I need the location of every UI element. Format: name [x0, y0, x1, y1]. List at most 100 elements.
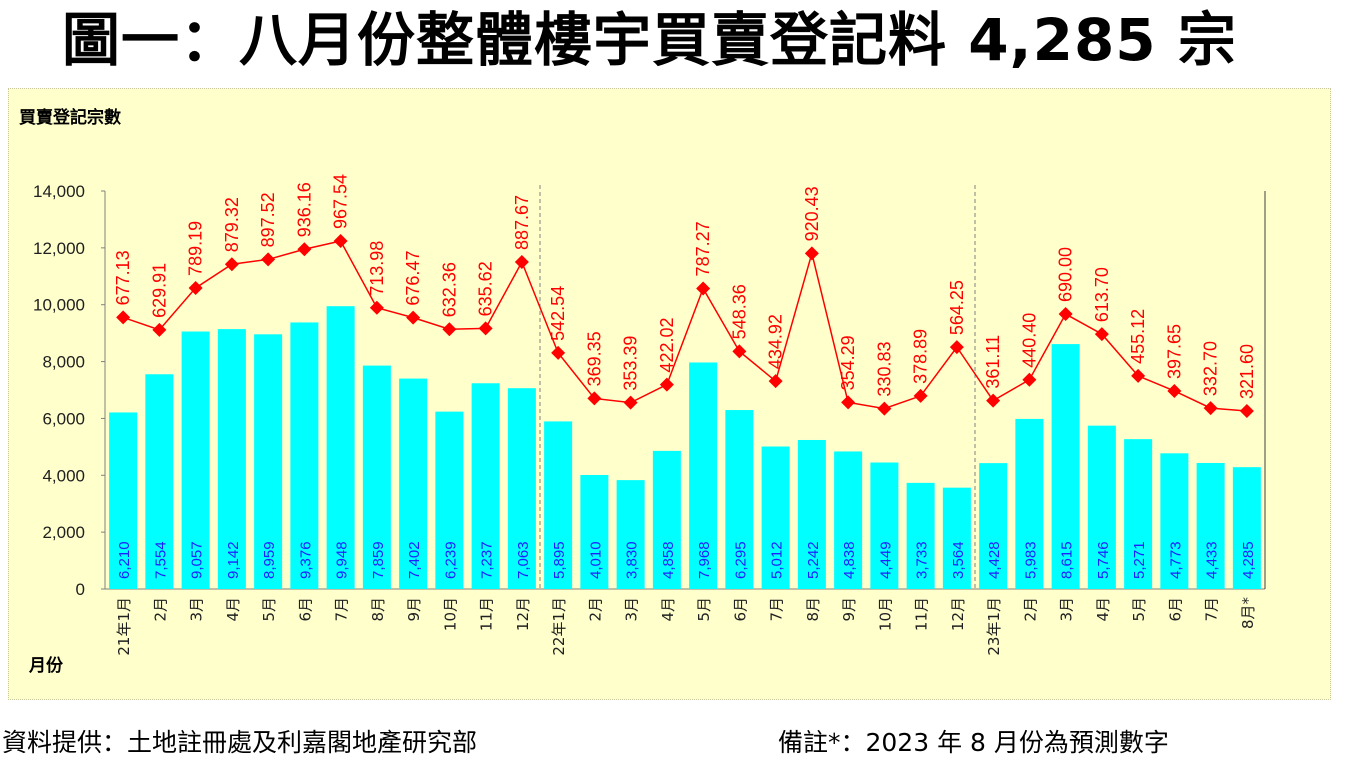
y-tick-label: 2,000	[42, 523, 85, 542]
line-marker	[696, 281, 711, 296]
line-value-label: 677.13	[113, 250, 133, 305]
line-marker	[1239, 404, 1254, 418]
bar-value-label: 4,858	[660, 541, 677, 579]
x-tick-label: 5月	[260, 597, 278, 622]
bar-value-label: 8,615	[1059, 541, 1076, 579]
x-tick-label: 11月	[913, 597, 931, 631]
y-tick-label: 0	[76, 580, 85, 599]
bar	[109, 412, 138, 589]
bar-value-label: 4,428	[986, 541, 1003, 579]
x-tick-label: 8月	[369, 597, 387, 622]
x-tick-label: 7月	[333, 597, 351, 622]
line-marker	[333, 234, 348, 248]
y-tick-label: 14,000	[33, 182, 85, 201]
y-tick-label: 4,000	[42, 466, 85, 485]
bar-value-label: 9,948	[334, 541, 351, 579]
x-tick-label: 12月	[514, 597, 532, 631]
bar-value-label: 3,733	[914, 541, 931, 579]
bar-value-label: 5,242	[805, 541, 822, 579]
bar	[544, 421, 573, 589]
bar-value-label: 6,295	[732, 541, 749, 579]
bar-value-label: 5,271	[1131, 541, 1148, 579]
bar	[689, 362, 718, 589]
line-marker	[913, 388, 928, 403]
line-marker	[841, 395, 856, 410]
line-value-label: 920.43	[802, 186, 822, 241]
bar	[1196, 462, 1225, 589]
bar	[1232, 467, 1261, 589]
bar	[870, 462, 899, 589]
bar-value-label: 5,012	[769, 541, 786, 579]
x-tick-label: 9月	[840, 597, 858, 622]
line-value-label: 434.92	[766, 314, 786, 369]
data-source-note: 資料提供：土地註冊處及利嘉閣地產研究部	[2, 728, 478, 757]
line-value-label: 897.52	[258, 192, 278, 247]
line-value-label: 613.70	[1092, 267, 1112, 322]
bar-value-label: 5,983	[1022, 541, 1039, 579]
x-tick-label: 22年1月	[550, 597, 568, 656]
bar-value-label: 3,830	[624, 541, 641, 579]
y-tick-label: 10,000	[33, 296, 85, 315]
line-value-label: 378.89	[911, 329, 931, 384]
line-value-label: 676.47	[403, 251, 423, 306]
bar	[145, 374, 174, 589]
bar	[1124, 439, 1153, 589]
line-marker	[551, 345, 566, 360]
x-tick-label: 21年1月	[115, 597, 133, 656]
x-tick-label: 3月	[1058, 597, 1076, 622]
bar	[254, 334, 283, 589]
line-marker	[877, 401, 892, 416]
bar-value-label: 6,210	[116, 541, 133, 579]
bar-value-label: 4,433	[1204, 541, 1221, 579]
x-tick-label: 10月	[441, 597, 459, 631]
line-marker	[1167, 383, 1182, 398]
bar	[507, 388, 536, 589]
line-value-label: 787.27	[693, 221, 713, 276]
line-marker	[514, 255, 529, 270]
line-value-label: 887.67	[512, 195, 532, 250]
bar	[616, 480, 645, 589]
line-marker	[188, 280, 203, 295]
bar-value-label: 9,057	[189, 541, 206, 579]
line-value-label: 440.40	[1019, 313, 1039, 368]
line-value-label: 789.19	[186, 221, 206, 276]
line-marker	[261, 252, 276, 267]
bar	[942, 487, 971, 589]
line-value-label: 369.35	[584, 331, 604, 386]
line-value-label: 629.91	[149, 263, 169, 318]
chart-panel: 買賣登記宗數 月份 0 2,000 4,000 6,000 8,000 10,000 12,00…	[8, 88, 1331, 700]
line-value-label: 397.65	[1164, 324, 1184, 379]
bar	[906, 482, 935, 589]
bar-value-label: 7,968	[696, 541, 713, 579]
bar	[471, 383, 500, 589]
line-value-label: 967.54	[331, 174, 351, 229]
bar	[1015, 418, 1044, 589]
y-axis-title: 買賣登記宗數	[19, 107, 121, 128]
line-marker	[297, 242, 312, 257]
y-tick-label: 6,000	[42, 409, 85, 428]
bar	[217, 329, 246, 589]
bar-value-label: 9,376	[297, 541, 314, 579]
x-axis-title: 月份	[28, 655, 64, 676]
line-value-label: 713.98	[367, 241, 387, 296]
line-marker	[406, 310, 421, 325]
bar	[652, 450, 681, 589]
y-tick-label: 8,000	[42, 353, 85, 372]
x-tick-label: 4月	[224, 597, 242, 622]
line-marker	[1203, 401, 1218, 416]
x-tick-label: 9月	[405, 597, 423, 622]
x-tick-label: 7月	[768, 597, 786, 622]
line-value-label: 879.32	[222, 197, 242, 252]
line-value-label: 361.11	[983, 335, 1003, 389]
bar-value-label: 5,895	[551, 541, 568, 579]
x-tick-label: 6月	[296, 597, 314, 622]
line-value-label: 542.54	[548, 286, 568, 341]
line-series	[122, 240, 1247, 412]
line-value-label: 564.25	[947, 280, 967, 335]
bar-value-label: 8,959	[261, 541, 278, 579]
x-tick-label: 5月	[1130, 597, 1148, 622]
forecast-footnote: 備註*：2023 年 8 月份為預測數字	[778, 728, 1169, 757]
bar	[362, 365, 391, 589]
bar-value-label: 4,285	[1240, 541, 1257, 579]
